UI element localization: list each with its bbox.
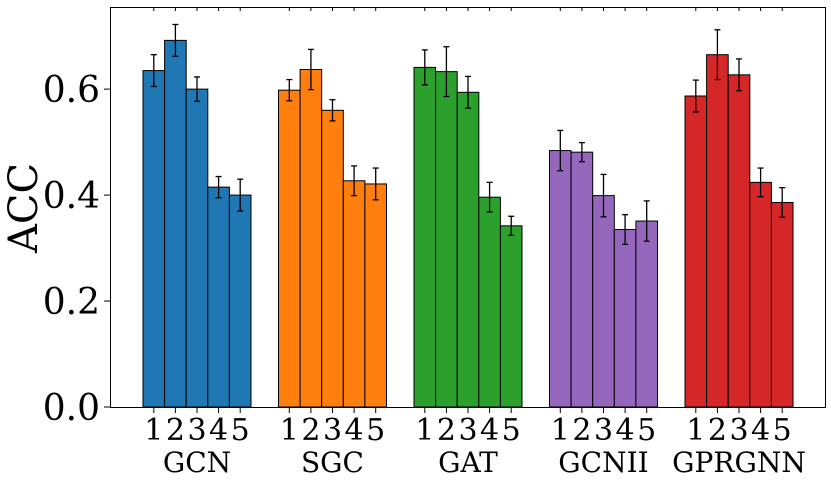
bar-gat-2: [435, 71, 458, 408]
bar-gcnii-3: [592, 195, 615, 408]
x-tick-label: 4: [209, 413, 228, 448]
x-tick-label: 1: [551, 413, 570, 448]
x-tick-label: 3: [187, 413, 206, 448]
bar-gprgnn-3: [727, 74, 751, 408]
bar-gcn-4: [207, 186, 230, 408]
x-tick-label: 1: [280, 413, 299, 448]
x-tick-label: 2: [301, 413, 320, 448]
bar-gcnii-5: [635, 220, 659, 408]
group-label-gcnii: GCNII: [558, 446, 648, 479]
bar-sgc-2: [299, 69, 323, 408]
x-tick-label: 5: [366, 413, 385, 448]
bar-gat-5: [499, 225, 523, 408]
x-tick-label: 3: [458, 413, 477, 448]
bar-gat-3: [456, 91, 480, 408]
x-tick-label: 3: [594, 413, 613, 448]
group-label-gat: GAT: [438, 446, 498, 479]
bars-layer: [142, 39, 794, 408]
bar-gprgnn-5: [770, 201, 794, 408]
bar-gcn-5: [228, 194, 252, 408]
x-tick-label: 1: [415, 413, 434, 448]
y-tick-label: 0.0: [43, 388, 100, 429]
bar-gcnii-4: [613, 229, 637, 408]
bar-sgc-5: [364, 183, 387, 408]
x-tick-label: 4: [616, 413, 635, 448]
bar-gcn-3: [185, 88, 209, 408]
x-tick-label: 3: [323, 413, 342, 448]
bar-sgc-3: [321, 109, 344, 408]
x-tick-label: 1: [144, 413, 163, 448]
group-label-gcn: GCN: [163, 446, 231, 479]
bar-gprgnn-4: [749, 181, 772, 408]
x-tick-label: 3: [729, 413, 748, 448]
bar-gprgnn-1: [684, 95, 708, 408]
bar-gcnii-2: [570, 151, 594, 408]
x-tick-label: 4: [345, 413, 364, 448]
bar-sgc-4: [342, 180, 366, 408]
bar-gcn-1: [142, 70, 166, 408]
x-tick-label: 5: [231, 413, 250, 448]
x-tick-label: 1: [686, 413, 705, 448]
y-tick-label: 0.4: [43, 176, 100, 217]
bar-sgc-1: [278, 89, 301, 408]
x-tick-label: 4: [480, 413, 499, 448]
x-tick-label: 4: [751, 413, 770, 448]
bar-gcn-2: [164, 39, 187, 408]
x-tick-label: 2: [437, 413, 456, 448]
x-tick-label: 2: [572, 413, 591, 448]
x-tick-label: 5: [637, 413, 656, 448]
x-tick-label: 5: [773, 413, 792, 448]
bar-gprgnn-2: [706, 54, 729, 408]
y-axis: 0.0 0.2 0.4 0.6: [43, 70, 110, 429]
x-tick-label: 2: [708, 413, 727, 448]
bar-gat-1: [413, 66, 437, 408]
x-tick-label: 5: [502, 413, 521, 448]
bar-gat-4: [478, 196, 501, 408]
error-bars-layer: [150, 23, 786, 246]
y-tick-label: 0.6: [43, 70, 100, 111]
group-label-gprgnn: GPRGNN: [672, 446, 806, 479]
group-label-sgc: SGC: [301, 446, 364, 479]
bar-gcnii-1: [549, 150, 572, 408]
x-tick-label: 2: [166, 413, 185, 448]
y-tick-label: 0.2: [43, 282, 100, 323]
y-axis-label: ACC: [1, 163, 47, 254]
